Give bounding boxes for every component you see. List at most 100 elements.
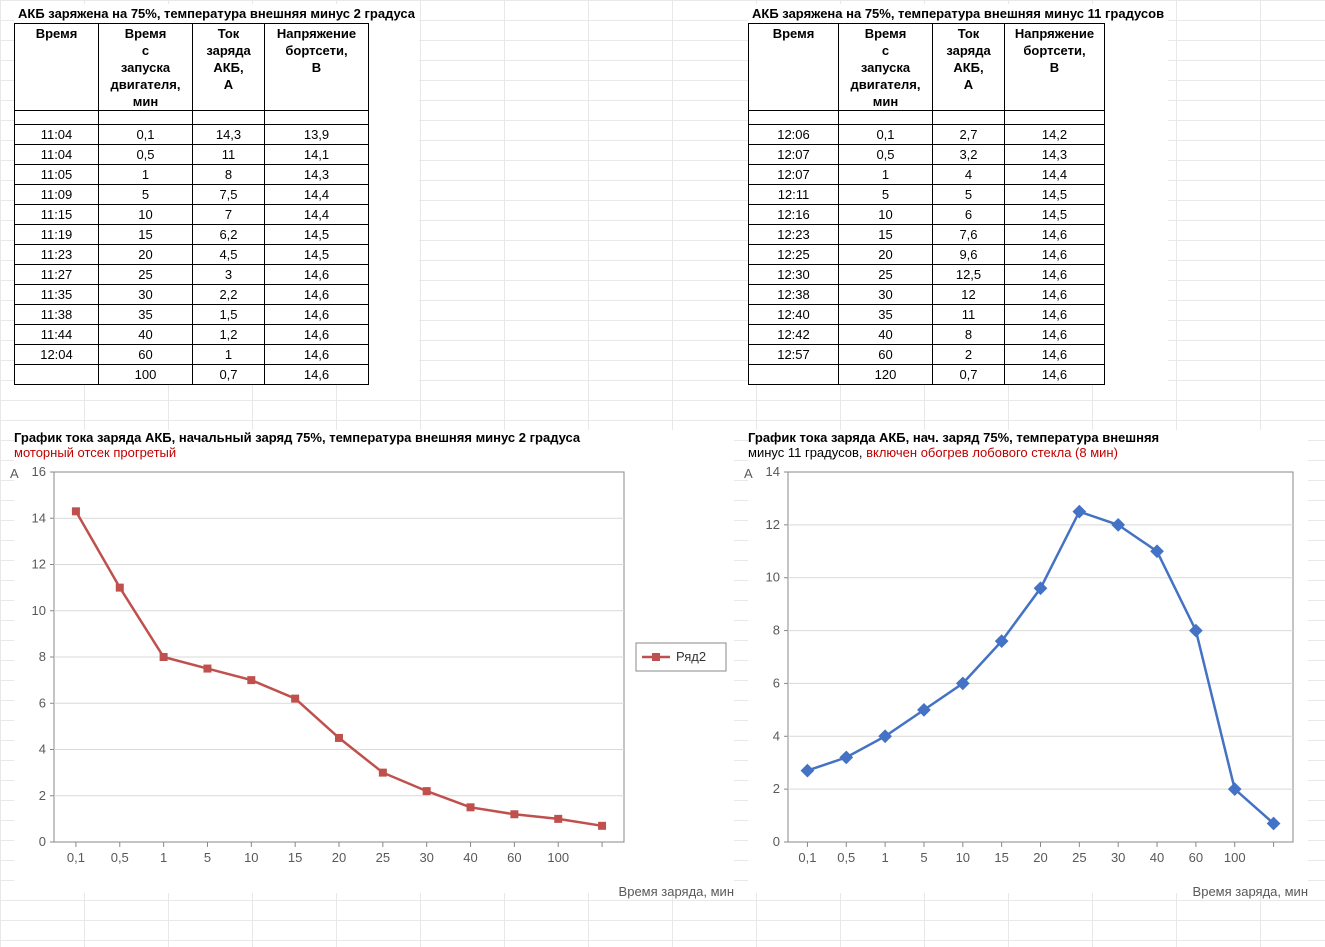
data-cell[interactable]: 14,6 [1005, 325, 1105, 345]
data-cell[interactable]: 12:11 [749, 185, 839, 205]
data-cell[interactable]: 15 [839, 225, 933, 245]
data-cell[interactable]: 25 [99, 265, 193, 285]
data-cell[interactable]: 12:07 [749, 165, 839, 185]
data-cell[interactable]: 14,6 [1005, 265, 1105, 285]
data-cell[interactable]: 2 [933, 345, 1005, 365]
data-cell[interactable]: 3,2 [933, 145, 1005, 165]
data-cell[interactable]: 6,2 [193, 225, 265, 245]
data-cell[interactable]: 11 [193, 145, 265, 165]
data-cell[interactable]: 12:42 [749, 325, 839, 345]
data-cell[interactable]: 7,6 [933, 225, 1005, 245]
data-cell[interactable]: 5 [99, 185, 193, 205]
data-cell[interactable]: 4 [933, 165, 1005, 185]
data-cell[interactable]: 11:27 [15, 265, 99, 285]
data-cell[interactable]: 7,5 [193, 185, 265, 205]
data-cell[interactable]: 2,7 [933, 125, 1005, 145]
data-cell[interactable]: 11:15 [15, 205, 99, 225]
data-cell[interactable]: 14,4 [265, 205, 369, 225]
data-cell[interactable]: 14,3 [1005, 145, 1105, 165]
data-cell[interactable]: 14,3 [193, 125, 265, 145]
data-cell[interactable]: 12:30 [749, 265, 839, 285]
data-cell[interactable]: 11:23 [15, 245, 99, 265]
data-cell[interactable]: 14,6 [265, 345, 369, 365]
data-cell[interactable]: 11:05 [15, 165, 99, 185]
data-cell[interactable]: 14,6 [265, 285, 369, 305]
data-cell[interactable]: 14,2 [1005, 125, 1105, 145]
data-cell[interactable]: 1,5 [193, 305, 265, 325]
data-cell[interactable]: 5 [933, 185, 1005, 205]
data-cell[interactable]: 1,2 [193, 325, 265, 345]
data-cell[interactable]: 12:04 [15, 345, 99, 365]
data-cell[interactable]: 11 [933, 305, 1005, 325]
data-cell[interactable]: 14,5 [265, 245, 369, 265]
data-cell[interactable]: 11:19 [15, 225, 99, 245]
data-cell[interactable]: 0,1 [99, 125, 193, 145]
data-cell[interactable]: 12:25 [749, 245, 839, 265]
data-cell[interactable]: 12:38 [749, 285, 839, 305]
data-cell[interactable]: 14,3 [265, 165, 369, 185]
data-cell[interactable]: 14,6 [1005, 245, 1105, 265]
data-cell[interactable]: 12:07 [749, 145, 839, 165]
data-cell[interactable] [749, 365, 839, 385]
data-cell[interactable]: 8 [933, 325, 1005, 345]
data-cell[interactable]: 0,5 [839, 145, 933, 165]
data-cell[interactable]: 60 [839, 345, 933, 365]
data-cell[interactable]: 20 [839, 245, 933, 265]
data-cell[interactable]: 35 [99, 305, 193, 325]
data-cell[interactable]: 13,9 [265, 125, 369, 145]
data-cell[interactable]: 11:38 [15, 305, 99, 325]
data-cell[interactable]: 10 [99, 205, 193, 225]
data-cell[interactable]: 14,6 [1005, 285, 1105, 305]
data-cell[interactable]: 14,6 [265, 305, 369, 325]
data-cell[interactable]: 14,4 [1005, 165, 1105, 185]
data-cell[interactable]: 14,5 [265, 225, 369, 245]
data-cell[interactable]: 1 [99, 165, 193, 185]
data-cell[interactable]: 9,6 [933, 245, 1005, 265]
data-cell[interactable]: 120 [839, 365, 933, 385]
data-cell[interactable]: 11:04 [15, 125, 99, 145]
data-cell[interactable]: 14,6 [265, 365, 369, 385]
data-cell[interactable]: 15 [99, 225, 193, 245]
data-cell[interactable]: 100 [99, 365, 193, 385]
data-cell[interactable]: 14,6 [1005, 345, 1105, 365]
data-cell[interactable]: 12:16 [749, 205, 839, 225]
data-cell[interactable]: 10 [839, 205, 933, 225]
data-cell[interactable]: 14,6 [265, 325, 369, 345]
data-cell[interactable]: 0,1 [839, 125, 933, 145]
data-cell[interactable]: 25 [839, 265, 933, 285]
data-cell[interactable]: 5 [839, 185, 933, 205]
data-cell[interactable]: 12,5 [933, 265, 1005, 285]
data-cell[interactable]: 60 [99, 345, 193, 365]
data-cell[interactable]: 40 [99, 325, 193, 345]
data-cell[interactable]: 30 [99, 285, 193, 305]
data-cell[interactable]: 8 [193, 165, 265, 185]
data-cell[interactable]: 14,6 [1005, 305, 1105, 325]
data-cell[interactable]: 7 [193, 205, 265, 225]
data-cell[interactable]: 11:09 [15, 185, 99, 205]
data-cell[interactable]: 14,4 [265, 185, 369, 205]
data-cell[interactable]: 20 [99, 245, 193, 265]
data-cell[interactable]: 35 [839, 305, 933, 325]
data-cell[interactable]: 11:35 [15, 285, 99, 305]
data-cell[interactable]: 30 [839, 285, 933, 305]
data-cell[interactable]: 2,2 [193, 285, 265, 305]
data-cell[interactable]: 40 [839, 325, 933, 345]
data-cell[interactable]: 12:06 [749, 125, 839, 145]
data-cell[interactable]: 0,5 [99, 145, 193, 165]
data-cell[interactable]: 14,1 [265, 145, 369, 165]
data-cell[interactable]: 11:04 [15, 145, 99, 165]
data-cell[interactable]: 14,6 [265, 265, 369, 285]
data-cell[interactable]: 1 [839, 165, 933, 185]
data-cell[interactable]: 14,6 [1005, 365, 1105, 385]
data-cell[interactable] [15, 365, 99, 385]
data-cell[interactable]: 1 [193, 345, 265, 365]
data-cell[interactable]: 14,6 [1005, 225, 1105, 245]
data-cell[interactable]: 6 [933, 205, 1005, 225]
data-cell[interactable]: 0,7 [193, 365, 265, 385]
data-cell[interactable]: 14,5 [1005, 205, 1105, 225]
data-cell[interactable]: 0,7 [933, 365, 1005, 385]
data-cell[interactable]: 12:40 [749, 305, 839, 325]
data-cell[interactable]: 12:57 [749, 345, 839, 365]
data-cell[interactable]: 12 [933, 285, 1005, 305]
data-cell[interactable]: 12:23 [749, 225, 839, 245]
